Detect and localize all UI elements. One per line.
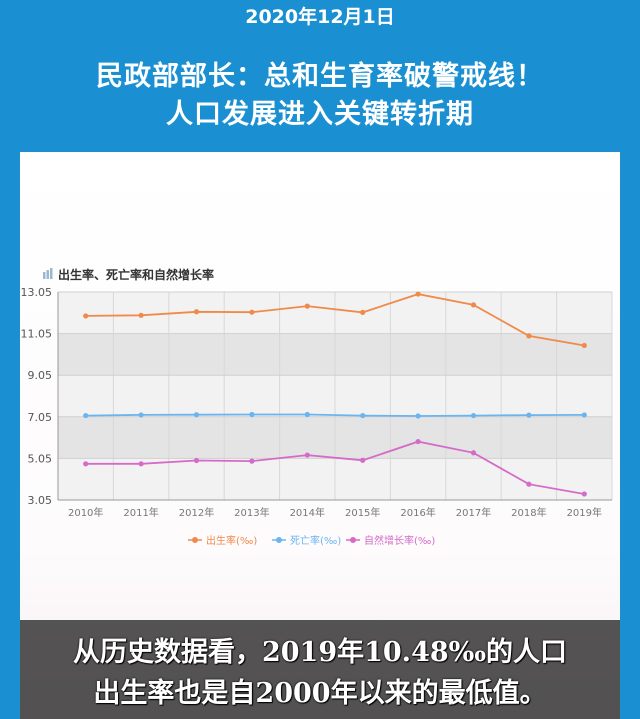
legend-swatch-dot xyxy=(276,537,282,543)
legend-swatch-dot xyxy=(192,537,198,543)
x-tick-label: 2014年 xyxy=(290,506,325,519)
headline-line-1: 民政部部长：总和生育率破警戒线！ xyxy=(96,61,544,92)
legend-label: 自然增长率(‰) xyxy=(364,534,435,547)
y-tick-label: 3.05 xyxy=(28,494,53,507)
series-point-2 xyxy=(360,457,366,463)
x-tick-label: 2017年 xyxy=(456,506,491,519)
x-tick-label: 2016年 xyxy=(400,506,435,519)
series-point-1 xyxy=(138,412,144,418)
series-point-0 xyxy=(526,333,532,339)
series-point-2 xyxy=(83,461,89,467)
series-point-1 xyxy=(526,412,532,418)
series-point-2 xyxy=(581,491,587,497)
caption-bar xyxy=(20,620,620,719)
series-point-2 xyxy=(249,458,255,464)
legend-label: 死亡率(‰) xyxy=(290,534,341,547)
series-point-1 xyxy=(249,411,255,418)
y-tick-label: 5.05 xyxy=(28,452,53,465)
y-tick-label: 13.05 xyxy=(21,286,53,299)
series-point-2 xyxy=(415,438,421,445)
series-point-2 xyxy=(526,481,532,487)
series-point-1 xyxy=(415,413,421,419)
series-point-1 xyxy=(83,412,89,419)
y-tick-label: 9.05 xyxy=(28,369,53,382)
series-point-0 xyxy=(249,309,255,315)
series-point-0 xyxy=(83,313,89,319)
legend-label: 出生率(‰) xyxy=(206,534,257,547)
y-tick-label: 11.05 xyxy=(21,328,53,341)
series-point-0 xyxy=(415,291,421,297)
series-point-0 xyxy=(138,312,144,318)
series-point-1 xyxy=(581,412,587,418)
series-point-0 xyxy=(193,309,200,315)
x-tick-label: 2018年 xyxy=(511,506,546,519)
series-line-2 xyxy=(85,440,585,495)
series-line-1 xyxy=(85,413,585,417)
series-point-2 xyxy=(138,461,144,467)
series-point-2 xyxy=(304,452,310,458)
y-tick-label: 7.05 xyxy=(28,411,53,424)
series-point-0 xyxy=(304,303,310,309)
caption-line-2: 出生率也是自2000年以来的最低值。 xyxy=(93,678,547,709)
headline-line-2: 人口发展进入关键转折期 xyxy=(166,99,474,130)
x-tick-label: 2015年 xyxy=(345,506,380,519)
x-tick-label: 2012年 xyxy=(179,506,214,519)
x-tick-label: 2011年 xyxy=(123,506,158,519)
series-point-1 xyxy=(193,412,200,418)
series-point-2 xyxy=(193,457,200,464)
series-point-0 xyxy=(470,302,477,308)
x-tick-label: 2019年 xyxy=(567,506,602,519)
x-tick-label: 2010年 xyxy=(68,506,103,519)
series-point-0 xyxy=(581,342,587,349)
chart-title-icon xyxy=(43,268,53,279)
legend-swatch-dot xyxy=(350,537,356,543)
series-point-2 xyxy=(470,450,477,456)
series-line-0 xyxy=(85,293,585,347)
date-banner: 2020年12月1日 xyxy=(245,6,395,28)
series-point-1 xyxy=(304,411,310,418)
caption-line-1: 从历史数据看，2019年10.48‰的人口 xyxy=(72,637,568,668)
series-point-1 xyxy=(470,412,477,419)
series-point-1 xyxy=(360,412,366,419)
chart-title: 出生率、死亡率和自然增长率 xyxy=(58,268,215,282)
series-point-0 xyxy=(360,309,366,315)
x-tick-label: 2013年 xyxy=(234,506,269,519)
